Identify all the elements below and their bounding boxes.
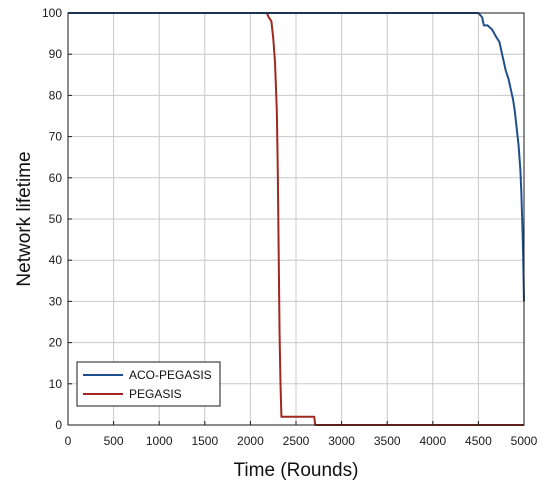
x-tick-label: 2500	[283, 434, 310, 448]
x-tick-label: 4000	[419, 434, 446, 448]
y-tick-label: 80	[49, 88, 63, 102]
x-tick-label: 2000	[237, 434, 264, 448]
y-tick-label: 60	[49, 171, 63, 185]
x-tick-label: 3000	[328, 434, 355, 448]
y-tick-label: 70	[49, 130, 63, 144]
x-tick-label: 1000	[146, 434, 173, 448]
ticks: 0 500 1000 1500 2000 2500 3000 3500 4000 4500 5000…	[42, 6, 538, 448]
y-tick-label: 50	[49, 212, 63, 226]
y-tick-label: 10	[49, 377, 63, 391]
y-axis-title: Network lifetime	[14, 151, 35, 286]
x-tick-label: 4500	[465, 434, 492, 448]
x-tick-label: 500	[104, 434, 124, 448]
x-tick-label: 0	[65, 434, 72, 448]
series-line-aco-pegasis	[68, 12, 525, 302]
y-tick-label: 30	[49, 294, 63, 308]
y-tick-label: 90	[49, 47, 63, 61]
legend: ACO-PEGASIS PEGASIS	[76, 361, 221, 407]
y-tick-label: 0	[55, 418, 62, 432]
legend-box	[76, 361, 221, 407]
x-tick-label: 1500	[191, 434, 218, 448]
y-tick-label: 40	[49, 253, 63, 267]
x-axis-title: Time (Rounds)	[234, 460, 359, 481]
x-tick-label: 5000	[511, 434, 538, 448]
y-tick-label: 100	[42, 6, 62, 20]
series-line-pegasis	[68, 12, 524, 426]
x-tick-label: 3500	[374, 434, 401, 448]
series-layer	[68, 12, 525, 426]
legend-label-pegasis: PEGASIS	[129, 387, 182, 401]
legend-label-aco-pegasis: ACO-PEGASIS	[129, 368, 212, 382]
y-tick-label: 20	[49, 336, 63, 350]
